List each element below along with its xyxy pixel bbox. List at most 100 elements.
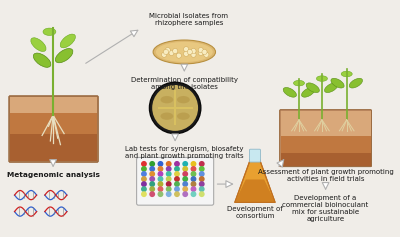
Text: Development of
consortium: Development of consortium: [227, 206, 283, 219]
Circle shape: [162, 52, 167, 57]
Ellipse shape: [349, 78, 362, 88]
FancyBboxPatch shape: [9, 96, 98, 162]
Ellipse shape: [33, 53, 51, 67]
Circle shape: [149, 166, 155, 172]
Polygon shape: [235, 179, 275, 202]
Text: Determination of compatibility
among the isolates: Determination of compatibility among the…: [131, 77, 238, 90]
Circle shape: [202, 49, 207, 55]
Circle shape: [141, 171, 147, 177]
FancyBboxPatch shape: [10, 129, 97, 161]
Circle shape: [141, 161, 147, 167]
Circle shape: [149, 181, 155, 187]
Circle shape: [174, 186, 180, 192]
Ellipse shape: [160, 96, 173, 103]
Text: Assessment of plant growth promoting
activities in field trials: Assessment of plant growth promoting act…: [258, 169, 394, 182]
Ellipse shape: [160, 113, 173, 120]
Circle shape: [165, 48, 170, 53]
Circle shape: [199, 171, 205, 177]
Circle shape: [198, 50, 203, 55]
Circle shape: [190, 171, 196, 177]
Circle shape: [182, 181, 188, 187]
Circle shape: [166, 166, 172, 172]
Ellipse shape: [43, 28, 56, 36]
Circle shape: [191, 52, 196, 57]
Circle shape: [204, 52, 209, 57]
Circle shape: [174, 171, 180, 177]
Circle shape: [149, 161, 155, 167]
Ellipse shape: [60, 34, 76, 48]
Circle shape: [163, 49, 168, 55]
Polygon shape: [235, 159, 275, 202]
Ellipse shape: [306, 83, 319, 93]
FancyBboxPatch shape: [280, 110, 372, 167]
Circle shape: [182, 186, 188, 192]
Circle shape: [166, 181, 172, 187]
Ellipse shape: [316, 76, 328, 81]
Circle shape: [199, 166, 205, 172]
FancyBboxPatch shape: [281, 136, 370, 153]
Circle shape: [182, 191, 188, 197]
Circle shape: [166, 171, 172, 177]
FancyBboxPatch shape: [136, 157, 214, 205]
Circle shape: [199, 186, 205, 192]
Circle shape: [187, 49, 192, 55]
Circle shape: [158, 186, 163, 192]
Circle shape: [149, 171, 155, 177]
Circle shape: [174, 181, 180, 187]
Circle shape: [141, 191, 147, 197]
Text: Development of a
commercial bioinoculant
mix for sustainable
agriculture: Development of a commercial bioinoculant…: [282, 195, 369, 222]
Circle shape: [172, 49, 178, 54]
Circle shape: [149, 176, 155, 182]
FancyBboxPatch shape: [250, 149, 260, 162]
Circle shape: [191, 49, 196, 54]
Circle shape: [190, 186, 196, 192]
Text: Lab tests for synergism, biosafety
and plant growth promoting traits: Lab tests for synergism, biosafety and p…: [125, 146, 244, 160]
Circle shape: [166, 191, 172, 197]
Circle shape: [141, 166, 147, 172]
Ellipse shape: [341, 71, 352, 77]
FancyBboxPatch shape: [10, 114, 97, 134]
Ellipse shape: [177, 113, 190, 120]
Ellipse shape: [283, 87, 296, 97]
Circle shape: [182, 161, 188, 167]
Circle shape: [184, 51, 189, 56]
Circle shape: [174, 191, 180, 197]
Circle shape: [190, 191, 196, 197]
Circle shape: [182, 176, 188, 182]
Circle shape: [152, 85, 198, 131]
Circle shape: [158, 166, 163, 172]
Circle shape: [169, 50, 174, 55]
Circle shape: [149, 191, 155, 197]
FancyBboxPatch shape: [10, 97, 97, 129]
Circle shape: [158, 191, 163, 197]
Circle shape: [199, 161, 205, 167]
Circle shape: [184, 47, 189, 52]
Text: Metagenomic analysis: Metagenomic analysis: [7, 172, 100, 178]
Circle shape: [141, 181, 147, 187]
Ellipse shape: [177, 96, 190, 103]
Circle shape: [199, 191, 205, 197]
Circle shape: [190, 176, 196, 182]
Circle shape: [199, 181, 205, 187]
Circle shape: [182, 171, 188, 177]
FancyBboxPatch shape: [281, 153, 370, 166]
Circle shape: [158, 181, 163, 187]
FancyBboxPatch shape: [281, 111, 370, 136]
Ellipse shape: [324, 83, 338, 93]
Circle shape: [190, 181, 196, 187]
Circle shape: [158, 161, 163, 167]
Ellipse shape: [55, 49, 73, 63]
Circle shape: [190, 166, 196, 172]
Circle shape: [174, 166, 180, 172]
Ellipse shape: [156, 42, 213, 62]
Circle shape: [166, 161, 172, 167]
Circle shape: [166, 186, 172, 192]
Circle shape: [166, 176, 172, 182]
Circle shape: [176, 53, 181, 58]
Circle shape: [158, 176, 163, 182]
Circle shape: [149, 186, 155, 192]
Circle shape: [174, 176, 180, 182]
Circle shape: [174, 161, 180, 167]
Ellipse shape: [302, 87, 315, 97]
Ellipse shape: [153, 40, 216, 64]
